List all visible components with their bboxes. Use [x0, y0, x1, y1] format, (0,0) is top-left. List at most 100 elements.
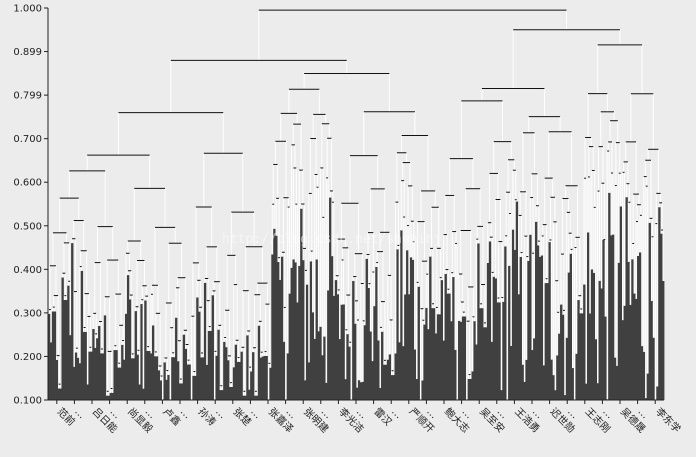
- leaf-bar: [427, 329, 430, 400]
- leaf-bar: [569, 253, 573, 400]
- leaf-bar: [173, 357, 176, 400]
- leaf-bar: [544, 283, 547, 400]
- leaf-bar: [49, 342, 53, 400]
- leaf-bar: [259, 357, 263, 400]
- leaf-bar: [583, 284, 586, 400]
- leaf-bar: [567, 272, 571, 400]
- leaf-bar: [313, 338, 316, 400]
- leaf-bar: [656, 386, 659, 400]
- leaf-bar: [171, 357, 174, 400]
- leaf-bar: [265, 355, 268, 400]
- leaf-bar: [90, 351, 93, 400]
- leaf-bar: [155, 356, 159, 400]
- leaf-bar: [309, 261, 313, 400]
- leaf-bar: [142, 388, 145, 400]
- leaf-bar: [151, 325, 155, 400]
- leaf-bar: [290, 267, 293, 400]
- leaf-bar: [96, 338, 99, 400]
- leaf-bar: [80, 270, 84, 400]
- leaf-bar: [556, 355, 559, 400]
- leaf-bar: [492, 276, 496, 400]
- leaf-bar: [242, 395, 245, 400]
- leaf-bar: [330, 256, 334, 400]
- leaf-bar: [261, 356, 265, 400]
- leaf-bar: [515, 201, 519, 400]
- leaf-bar: [159, 380, 162, 400]
- leaf-bar: [298, 265, 301, 400]
- leaf-bar: [196, 297, 199, 400]
- leaf-bar: [635, 299, 638, 400]
- leaf-bar: [279, 279, 282, 400]
- leaf-bar: [148, 350, 151, 400]
- leaf-bar: [404, 294, 407, 400]
- leaf-bar: [458, 320, 461, 400]
- leaf-bar: [334, 280, 338, 400]
- leaf-bar: [561, 314, 565, 400]
- x-tick-label: 李东学: [653, 405, 683, 435]
- leaf-bar: [411, 259, 415, 400]
- leaf-bar: [392, 375, 395, 400]
- leaf-bar: [69, 335, 72, 400]
- leaf-bar: [78, 363, 82, 400]
- leaf-bar: [277, 262, 280, 400]
- leaf-bar: [646, 373, 650, 400]
- leaf-bar: [415, 379, 419, 400]
- leaf-bar: [48, 313, 51, 400]
- leaf-bar: [203, 282, 207, 400]
- leaf-bar: [479, 308, 482, 400]
- leaf-bar: [484, 327, 488, 400]
- leaf-bar: [253, 395, 257, 400]
- leaf-bar: [598, 280, 601, 400]
- leaf-bar: [146, 350, 149, 400]
- leaf-bar: [130, 358, 134, 400]
- leaf-bar: [275, 235, 278, 400]
- leaf-bar: [286, 353, 290, 400]
- leaf-bar: [163, 362, 166, 400]
- leaf-bar: [305, 284, 309, 400]
- leaf-bars: [48, 192, 665, 400]
- leaf-bar: [134, 311, 137, 400]
- leaf-bar: [59, 388, 62, 400]
- leaf-bar: [477, 243, 480, 400]
- leaf-bar: [178, 383, 182, 400]
- leaf-bar: [280, 256, 284, 400]
- dendrogram-links: [48, 9, 664, 400]
- leaf-bar: [648, 222, 651, 400]
- leaf-bar: [230, 386, 234, 400]
- leaf-bar: [475, 344, 478, 400]
- leaf-bar: [517, 294, 521, 400]
- leaf-bar: [417, 286, 420, 400]
- leaf-bar: [471, 371, 474, 400]
- leaf-bar: [188, 364, 191, 400]
- leaf-bar: [98, 325, 101, 400]
- y-tick-label: 1.000: [13, 4, 42, 15]
- leaf-bar: [504, 246, 507, 400]
- leaf-bar: [538, 256, 542, 400]
- leaf-bar: [631, 259, 634, 400]
- leaf-bar: [402, 346, 405, 400]
- leaf-bar: [288, 293, 291, 400]
- leaf-bar: [617, 262, 621, 400]
- leaf-bar: [513, 249, 517, 400]
- leaf-bar: [157, 370, 161, 400]
- leaf-bar: [175, 317, 178, 400]
- leaf-bar: [125, 313, 128, 400]
- leaf-bar: [307, 362, 311, 400]
- leaf-bar: [550, 359, 553, 400]
- leaf-bar: [234, 344, 238, 400]
- leaf-bar: [511, 229, 515, 400]
- leaf-bar: [615, 365, 619, 400]
- leaf-bar: [359, 382, 363, 400]
- leaf-bar: [382, 364, 386, 400]
- leaf-bar: [371, 361, 374, 400]
- leaf-bar: [361, 381, 365, 400]
- leaf-bar: [604, 316, 607, 400]
- leaf-bar: [473, 321, 476, 400]
- leaf-bar: [533, 338, 536, 400]
- leaf-bar: [469, 378, 472, 400]
- leaf-bar: [73, 366, 76, 400]
- leaf-bar: [327, 290, 330, 400]
- leaf-bar: [637, 255, 640, 400]
- leaf-bar: [86, 384, 89, 400]
- leaf-bar: [356, 387, 359, 400]
